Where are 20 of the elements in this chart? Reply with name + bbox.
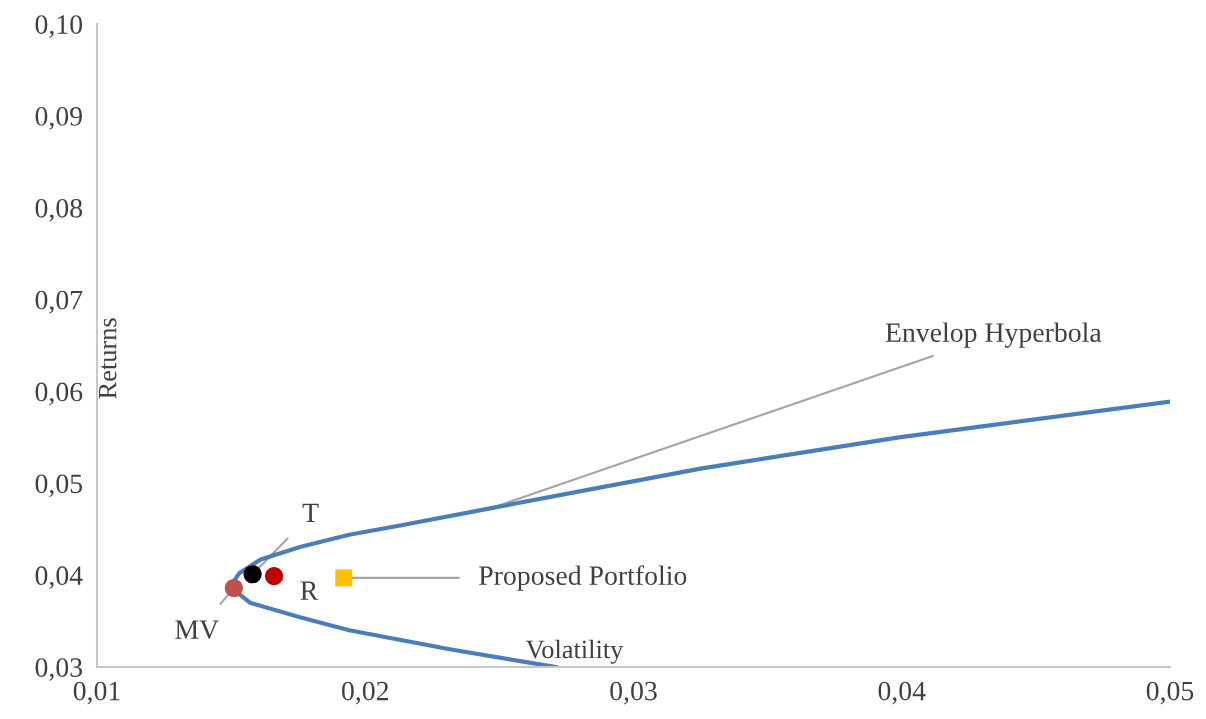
y-tick-label: 0,06 — [35, 382, 83, 406]
x-tick-label: 0,03 — [610, 681, 657, 705]
y-tick-label: 0,07 — [35, 290, 83, 314]
x-tick-label: 0,05 — [1146, 681, 1194, 705]
y-tick-label: 0,03 — [35, 658, 83, 681]
x-tick-label: 0,04 — [878, 681, 926, 705]
annotation: Envelop Hyperbola — [885, 322, 1102, 348]
y-tick-label: 0,05 — [35, 474, 83, 498]
y-axis-title: Returns — [98, 318, 117, 399]
annotation: Proposed Portfolio — [479, 565, 687, 591]
annotation: T — [302, 503, 319, 522]
y-tick-label: 0,10 — [35, 15, 83, 38]
x-tick-label: 0,01 — [73, 681, 120, 705]
x-axis-title: Volatility — [525, 639, 624, 664]
annotation: R — [300, 581, 319, 600]
annotation: MV — [175, 620, 219, 640]
y-tick-label: 0,09 — [35, 107, 82, 130]
y-tick-label: 0,04 — [35, 566, 83, 590]
y-tick-label: 0,08 — [35, 198, 83, 222]
x-tick-label: 0,02 — [342, 681, 389, 705]
